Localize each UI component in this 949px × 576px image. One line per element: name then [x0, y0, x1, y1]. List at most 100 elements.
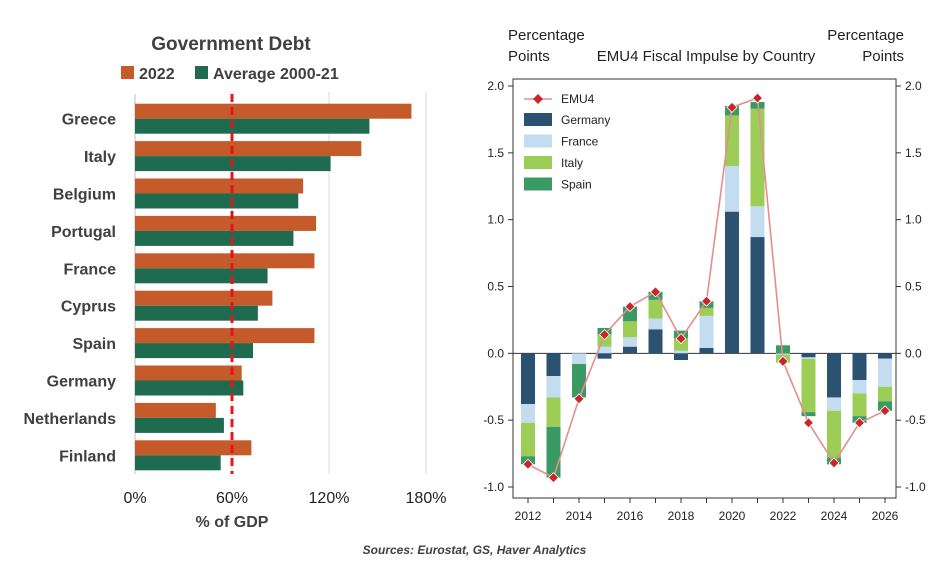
bar-germany [750, 237, 765, 354]
x-tick-label: 2018 [668, 509, 695, 523]
emu4-marker [879, 405, 891, 417]
left-category-label: Cyprus [61, 299, 116, 316]
emu4-marker [598, 329, 611, 341]
left-category-label: Germany [47, 374, 116, 391]
bar-italy [750, 108, 765, 207]
emu4-marker [675, 333, 687, 345]
emu4-marker [547, 472, 560, 484]
left-x-tick-label: 60% [216, 490, 248, 507]
bar-2022 [135, 141, 362, 157]
legend-label-germany: Germany [561, 113, 610, 127]
y-tick-label-right: -1.0 [905, 480, 926, 494]
legend-emu4-marker [533, 94, 543, 104]
right-chart-title: EMU4 Fiscal Impulse by Country [597, 48, 816, 65]
legend-label-france: France [561, 135, 599, 149]
y-tick-label-right: 2.0 [905, 79, 922, 93]
emu4-marker [522, 458, 534, 470]
bar-france [572, 353, 586, 365]
legend-swatch-average [195, 66, 208, 79]
bar-germany [623, 346, 637, 354]
legend-swatch-france [524, 134, 552, 148]
left-category-label: Finland [59, 448, 116, 465]
source-note: Sources: Eurostat, GS, Haver Analytics [362, 543, 587, 557]
bar-germany [674, 353, 688, 361]
bar-france [699, 315, 714, 348]
emu4-marker [777, 355, 789, 367]
left-x-tick-label: 180% [406, 490, 447, 507]
y-tick-label-left: 1.0 [487, 213, 504, 227]
bar-average [135, 118, 370, 134]
emu4-marker [802, 417, 815, 429]
bar-france [827, 397, 841, 411]
x-tick-label: 2012 [515, 509, 542, 523]
bar-germany [725, 211, 739, 354]
left-legend: 2022 Average 2000-21 [121, 66, 339, 83]
legend-label-average: Average 2000-21 [213, 66, 339, 83]
y-tick-label-left: 1.5 [487, 146, 504, 160]
y-tick-label-right: 0.5 [905, 280, 922, 294]
legend-emu4-label: EMU4 [561, 92, 595, 106]
bar-2022 [135, 365, 242, 381]
bar-2022 [135, 328, 315, 344]
bar-average [135, 193, 299, 209]
bar-average [135, 230, 294, 246]
legend-label-spain: Spain [561, 178, 592, 192]
bar-spain [776, 345, 790, 354]
bar-2022 [135, 253, 315, 269]
y-tick-label-left: 0.0 [487, 346, 504, 360]
bar-germany [878, 353, 892, 359]
x-tick-label: 2020 [719, 509, 746, 523]
bar-average [135, 343, 254, 359]
x-tick-label: 2016 [617, 509, 644, 523]
emu4-marker [624, 300, 636, 313]
bar-2022 [135, 103, 412, 119]
bar-2022 [135, 290, 273, 306]
bar-france [674, 350, 688, 354]
emu4-marker [853, 417, 866, 429]
emu4-marker [573, 393, 585, 405]
bar-france [878, 358, 892, 387]
left-x-ticks: 0% 60% 120% 180% [123, 490, 446, 507]
emu4-line [522, 92, 891, 484]
y-tick-label-left: 0.5 [487, 280, 504, 294]
y-tick-label-left: -0.5 [483, 413, 504, 427]
y-ticks: -1.0 -1.0 -0.5 -0.5 0.0 0.0 0.5 0.5 1.0 1.0 1.5 1.5… [483, 79, 926, 494]
y-tick-label-left: 2.0 [487, 79, 504, 93]
left-category-label: Italy [84, 149, 116, 166]
left-y-axis-label: Percentage Points [508, 27, 585, 65]
bar-average [135, 455, 221, 471]
y-tick-label-left: -1.0 [483, 480, 504, 494]
emu4-marker [726, 101, 738, 113]
right-legend: EMU4 Germany France Italy Spain [524, 92, 610, 192]
bar-italy [521, 422, 535, 457]
bar-italy [852, 393, 867, 417]
bar-germany [852, 353, 867, 381]
bar-germany [801, 353, 816, 358]
bar-italy [801, 358, 816, 413]
bar-italy [878, 386, 892, 402]
legend-label-2022: 2022 [139, 66, 175, 83]
left-x-axis-label: % of GDP [196, 514, 269, 531]
y-tick-label-right: -0.5 [905, 413, 926, 427]
emu4-marker [649, 286, 662, 298]
emu4-marker [700, 295, 713, 307]
x-tick-label: 2024 [821, 509, 848, 523]
x-tick-label: 2014 [566, 509, 593, 523]
bar-france [521, 404, 535, 423]
x-tick-label: 2022 [770, 509, 797, 523]
left-category-label: Spain [72, 336, 116, 353]
bar-italy [827, 410, 841, 458]
bar-germany [699, 347, 714, 354]
bar-average [135, 305, 258, 321]
left-category-label: Portugal [51, 224, 116, 241]
right-y-axis-label: Percentage Points [827, 27, 904, 65]
bar-spain [801, 412, 816, 417]
left-category-label: France [64, 261, 117, 278]
legend-swatch-germany [524, 113, 552, 126]
bar-average [135, 380, 244, 396]
y-tick-label-right: 1.5 [905, 146, 922, 160]
left-x-tick-label: 120% [309, 490, 350, 507]
legend-swatch-2022 [121, 66, 134, 79]
